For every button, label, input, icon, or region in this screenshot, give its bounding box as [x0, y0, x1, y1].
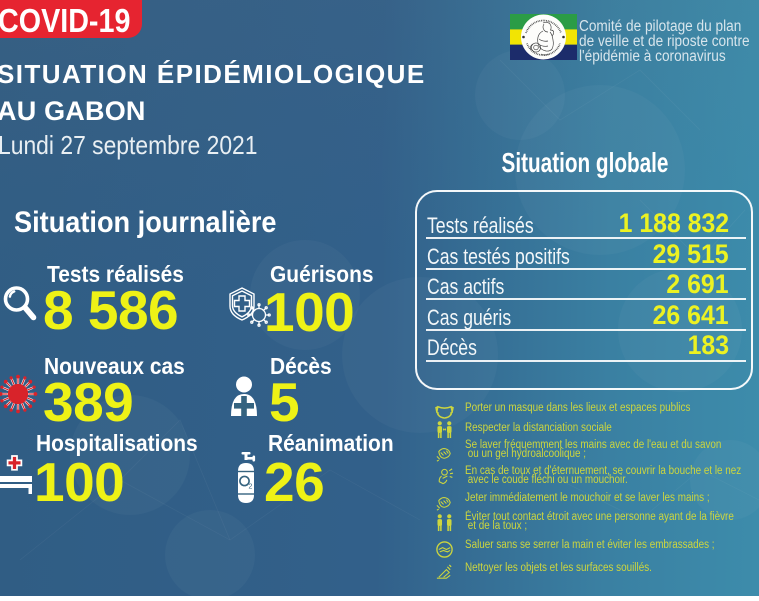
svg-text:2: 2 — [249, 484, 253, 491]
